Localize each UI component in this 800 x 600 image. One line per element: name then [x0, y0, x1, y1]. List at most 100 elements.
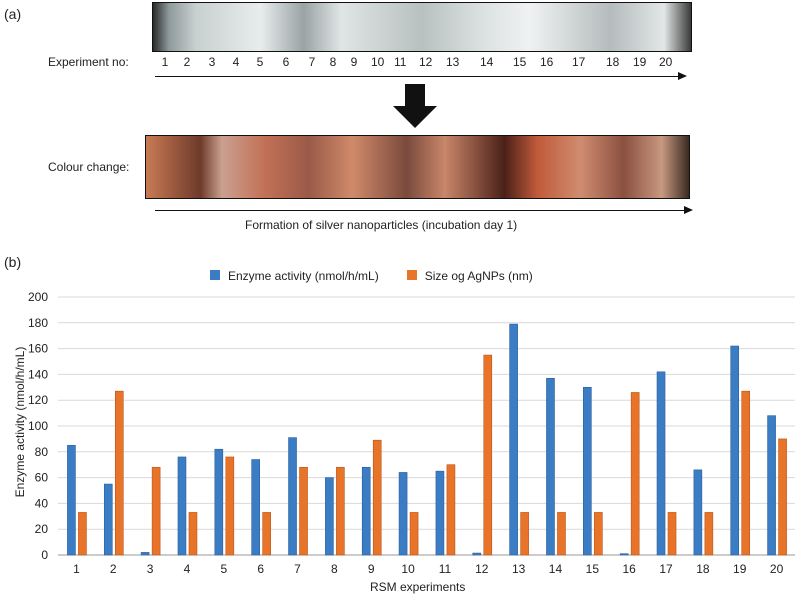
- x-tick-label: 1: [73, 562, 80, 576]
- arrow-line-bottom: [155, 210, 685, 211]
- y-tick-label: 100: [28, 419, 48, 433]
- y-axis-label: Enzyme activity (nmol/h/mL): [13, 346, 27, 498]
- arrow-line-top: [155, 76, 680, 77]
- caption: Formation of silver nanoparticles (incub…: [245, 218, 518, 232]
- bar-size: [188, 512, 198, 556]
- experiment-number: 8: [329, 55, 337, 69]
- x-tick-label: 5: [220, 562, 227, 576]
- legend-item-enzyme: Enzyme activity (nmol/h/mL): [210, 269, 379, 283]
- arrow-head-top: [678, 72, 687, 80]
- bar-size: [151, 466, 161, 556]
- legend-text: Enzyme activity (nmol/h/mL): [228, 269, 379, 283]
- bar-size: [520, 512, 529, 556]
- bar-enzyme: [398, 472, 408, 556]
- y-tick-label: 180: [28, 316, 48, 330]
- legend-item-size: Size og AgNPs (nm): [406, 269, 533, 283]
- legend-swatch-orange: [406, 270, 417, 280]
- bar-enzyme: [730, 345, 740, 556]
- experiment-number: 20: [659, 55, 673, 69]
- x-tick-label: 2: [110, 562, 117, 576]
- x-tick-label: 16: [622, 562, 636, 576]
- experiment-number: 2: [183, 55, 191, 69]
- bar-enzyme: [435, 470, 445, 556]
- bar-size: [409, 512, 419, 556]
- x-tick-label: 14: [549, 562, 563, 576]
- bar-enzyme: [619, 553, 629, 556]
- bar-size: [741, 390, 751, 556]
- experiment-number: 12: [419, 55, 433, 69]
- x-tick-label: 20: [770, 562, 784, 576]
- y-tick-label: 120: [28, 393, 48, 407]
- experiment-label: Experiment no:: [48, 55, 129, 69]
- bar-enzyme: [361, 466, 371, 556]
- experiment-number: 19: [633, 55, 647, 69]
- bar-size: [630, 392, 640, 556]
- down-arrow-head: [393, 106, 437, 128]
- panel-a-label: (a): [4, 6, 22, 22]
- x-axis-label: RSM experiments: [370, 580, 466, 594]
- legend: Enzyme activity (nmol/h/mL) Size og AgNP…: [210, 269, 533, 283]
- bar-size: [483, 354, 493, 556]
- panel-b-label: (b): [4, 254, 22, 270]
- bar-enzyme: [472, 552, 482, 556]
- x-tick-label: 17: [659, 562, 673, 576]
- y-tick-label: 20: [35, 522, 49, 536]
- bar-enzyme: [288, 437, 297, 556]
- bar-size: [557, 512, 566, 556]
- bar-enzyme: [656, 371, 666, 556]
- bar-size: [594, 512, 603, 556]
- x-tick-label: 6: [257, 562, 264, 576]
- y-tick-label: 160: [28, 342, 48, 356]
- bar-enzyme: [693, 469, 703, 556]
- experiment-number: 11: [394, 55, 407, 69]
- experiment-number: 9: [350, 55, 358, 69]
- down-arrow-icon: [405, 84, 425, 106]
- bar-enzyme: [546, 377, 555, 556]
- colour-change-label: Colour change:: [48, 160, 130, 174]
- bar-enzyme: [140, 552, 150, 556]
- bar-size: [372, 439, 382, 556]
- bar-size: [446, 464, 456, 556]
- x-tick-label: 10: [401, 562, 415, 576]
- x-tick-label: 4: [184, 562, 191, 576]
- bar-enzyme: [177, 456, 187, 556]
- legend-text: Size og AgNPs (nm): [424, 269, 533, 283]
- x-tick-label: 15: [586, 562, 600, 576]
- bar-enzyme: [509, 323, 518, 556]
- bar-size: [667, 512, 677, 556]
- bar-size: [778, 438, 787, 556]
- bar-size: [78, 512, 87, 556]
- experiment-number: 3: [208, 55, 216, 69]
- x-tick-label: 13: [512, 562, 526, 576]
- x-tick-label: 18: [696, 562, 710, 576]
- experiment-number: 6: [282, 55, 290, 69]
- bar-enzyme: [214, 448, 224, 556]
- experiment-number: 4: [232, 55, 240, 69]
- bar-size: [114, 390, 124, 556]
- x-tick-label: 9: [368, 562, 375, 576]
- experiment-number: 10: [371, 55, 385, 69]
- x-tick-label: 12: [475, 562, 489, 576]
- experiment-number: 13: [446, 55, 460, 69]
- bar-enzyme: [767, 415, 776, 556]
- bar-size: [299, 466, 308, 556]
- bar-enzyme: [67, 445, 76, 556]
- x-tick-label: 3: [147, 562, 154, 576]
- bar-enzyme: [103, 483, 113, 556]
- experiment-number: 7: [308, 55, 316, 69]
- x-tick-label: 8: [331, 562, 338, 576]
- bar-size: [262, 512, 271, 556]
- vials-before-photo: [152, 2, 692, 52]
- vials-after-photo: [145, 135, 690, 199]
- experiment-number: 1: [161, 55, 169, 69]
- bar-size: [336, 466, 345, 556]
- bar-enzyme: [583, 386, 592, 556]
- legend-swatch-blue: [210, 270, 220, 280]
- bar-size: [704, 512, 714, 556]
- experiment-number: 15: [513, 55, 527, 69]
- experiment-number: 14: [480, 55, 494, 69]
- y-tick-label: 80: [35, 445, 49, 459]
- bar-enzyme: [325, 477, 334, 556]
- x-tick-label: 11: [439, 562, 452, 576]
